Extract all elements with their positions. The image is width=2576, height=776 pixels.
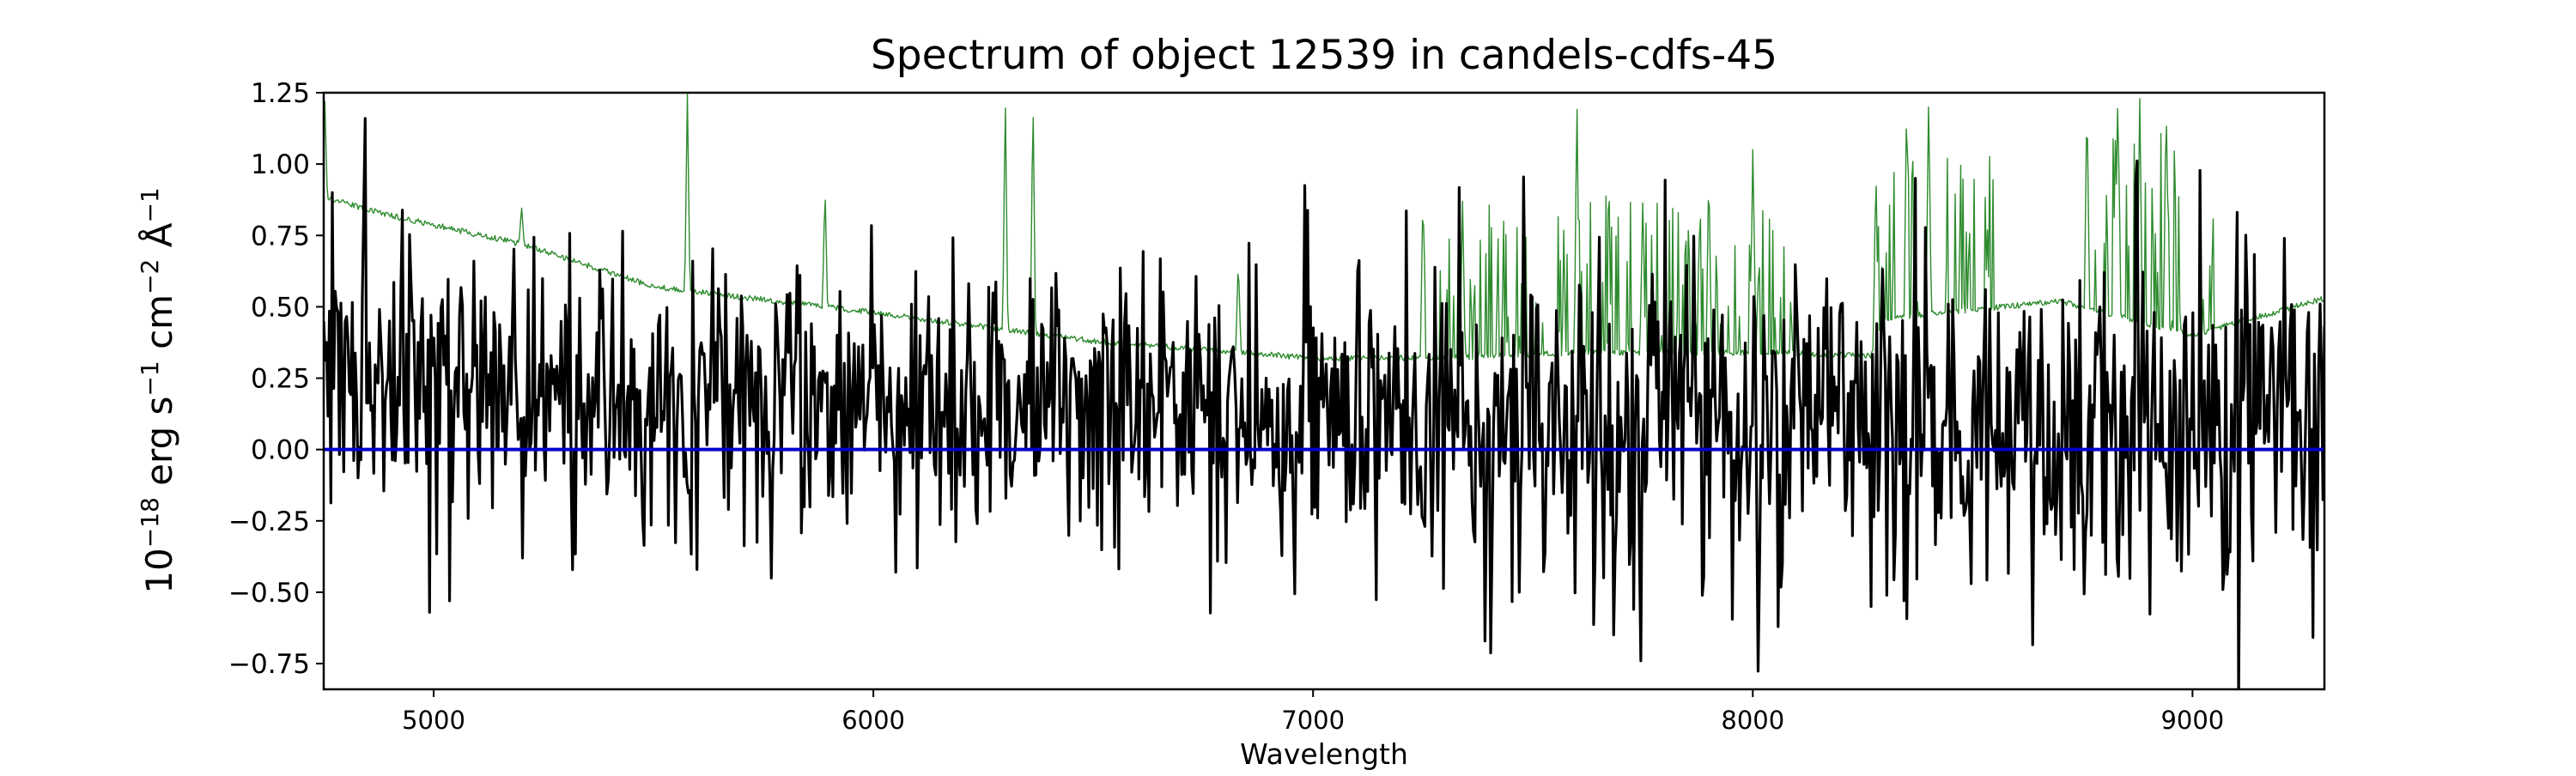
x-tick-label: 9000: [2160, 706, 2224, 735]
y-tick-label: 0.25: [251, 364, 310, 395]
flux-series-line: [324, 117, 2324, 689]
y-tick-label: 0.75: [251, 221, 310, 252]
y-tick-label: 1.00: [251, 149, 310, 180]
x-axis-label: Wavelength: [1240, 737, 1408, 771]
x-tick-label: 7000: [1281, 706, 1345, 735]
y-tick-label: −0.50: [228, 578, 310, 609]
x-tick-label: 8000: [1721, 706, 1784, 735]
y-tick-label: −0.25: [228, 506, 310, 537]
chart-title: Spectrum of object 12539 in candels-cdfs…: [871, 32, 1777, 79]
y-axis: −0.75 −0.50 −0.25 0.00 0.25 0.50 0.75 1.00 1.25: [228, 78, 324, 680]
y-tick-label: 0.00: [251, 435, 310, 466]
y-tick-label: 0.50: [251, 292, 310, 323]
plot-frame: [322, 91, 2326, 691]
x-tick-label: 6000: [841, 706, 905, 735]
y-tick-label: −0.75: [228, 649, 310, 680]
x-axis: 5000 6000 7000 8000 9000: [402, 689, 2224, 735]
x-tick-label: 5000: [402, 706, 465, 735]
y-tick-label: 1.25: [251, 78, 310, 109]
series-layer: [324, 93, 2324, 689]
y-axis-label: 10−18 erg s−1 cm−2 Å−1: [136, 187, 181, 593]
